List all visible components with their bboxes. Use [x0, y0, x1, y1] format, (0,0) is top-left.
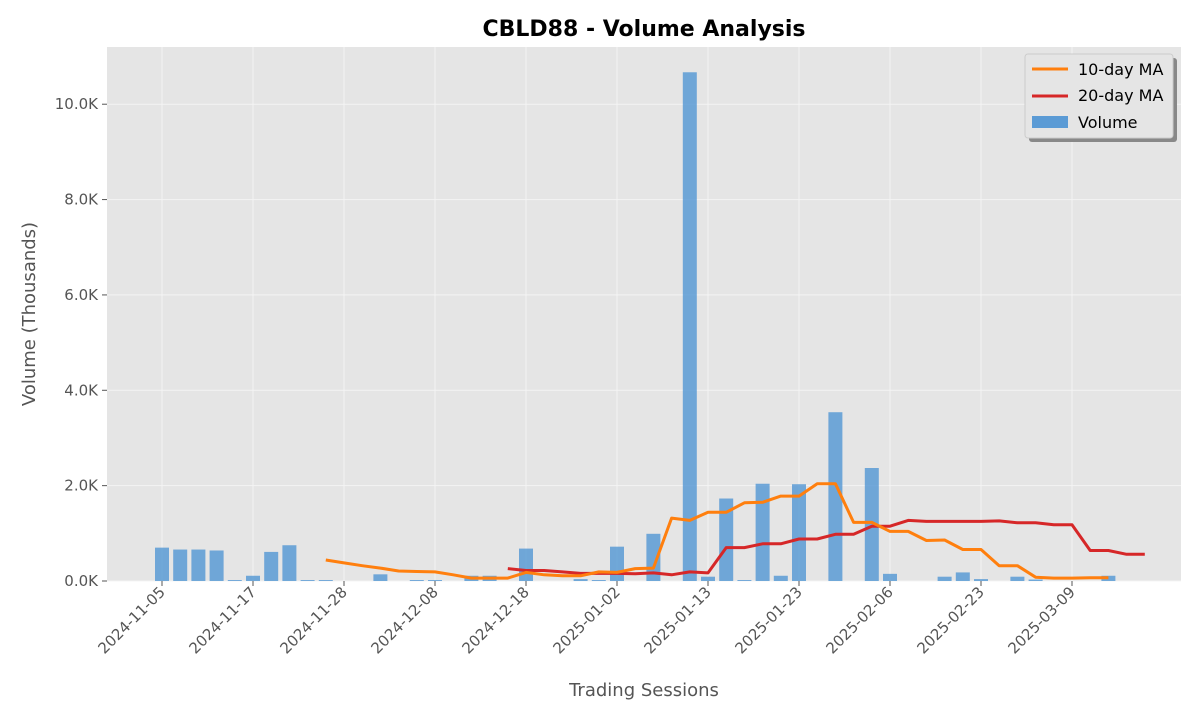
legend-label-ma10: 10-day MA — [1078, 60, 1163, 79]
plot-area — [107, 47, 1181, 581]
legend-label-volume: Volume — [1078, 113, 1138, 132]
volume-bar — [719, 498, 734, 581]
volume-bar — [173, 549, 188, 581]
legend-label-ma20: 20-day MA — [1078, 86, 1163, 105]
legend-swatch-volume — [1032, 116, 1068, 128]
volume-bar — [264, 551, 279, 581]
y-tick-label: 2.0K — [64, 477, 99, 495]
volume-bar — [755, 483, 770, 581]
volume-bar — [937, 576, 952, 581]
y-tick-label: 0.0K — [64, 572, 99, 590]
volume-bar — [883, 573, 897, 581]
volume-bar — [701, 576, 715, 581]
volume-bar — [227, 580, 242, 581]
y-tick-label: 4.0K — [64, 381, 99, 399]
volume-bar — [519, 548, 533, 581]
volume-bar — [409, 580, 424, 581]
moving-average-lines — [325, 482, 1145, 580]
y-tick-label: 6.0K — [64, 286, 99, 304]
y-tick-label: 10.0K — [55, 95, 99, 113]
volume-bar — [209, 550, 224, 581]
volume-bar — [191, 549, 206, 581]
y-axis-label: Volume (Thousands) — [19, 222, 40, 406]
volume-bar — [573, 579, 588, 581]
y-tick-label: 8.0K — [64, 191, 99, 209]
volume-bar — [318, 580, 333, 581]
volume-bar — [864, 468, 879, 581]
legend: 10-day MA 20-day MA Volume — [1024, 53, 1177, 142]
volume-bar — [373, 574, 388, 581]
volume-bar — [828, 412, 843, 581]
y-axis-ticks: 0.0K 2.0K 4.0K 6.0K 8.0K 10.0K — [55, 95, 107, 590]
volume-bar — [974, 579, 988, 581]
volume-bar — [737, 580, 752, 581]
chart-title: CBLD88 - Volume Analysis — [482, 17, 805, 42]
volume-bar — [428, 580, 442, 581]
volume-bars — [155, 72, 1116, 581]
volume-bar — [1028, 579, 1043, 581]
volume-bar — [1010, 576, 1025, 581]
volume-bar — [300, 580, 315, 581]
volume-bar — [246, 575, 260, 581]
volume-bar — [955, 572, 970, 581]
volume-bar — [610, 546, 624, 581]
volume-bar — [282, 545, 297, 581]
volume-bar — [155, 547, 169, 581]
x-axis-label: Trading Sessions — [568, 680, 719, 701]
ma-line — [325, 482, 1109, 580]
volume-bar — [591, 580, 606, 581]
volume-bar — [773, 575, 788, 581]
grid-lines — [107, 47, 1181, 582]
volume-bar — [792, 484, 806, 581]
volume-bar — [682, 72, 697, 581]
